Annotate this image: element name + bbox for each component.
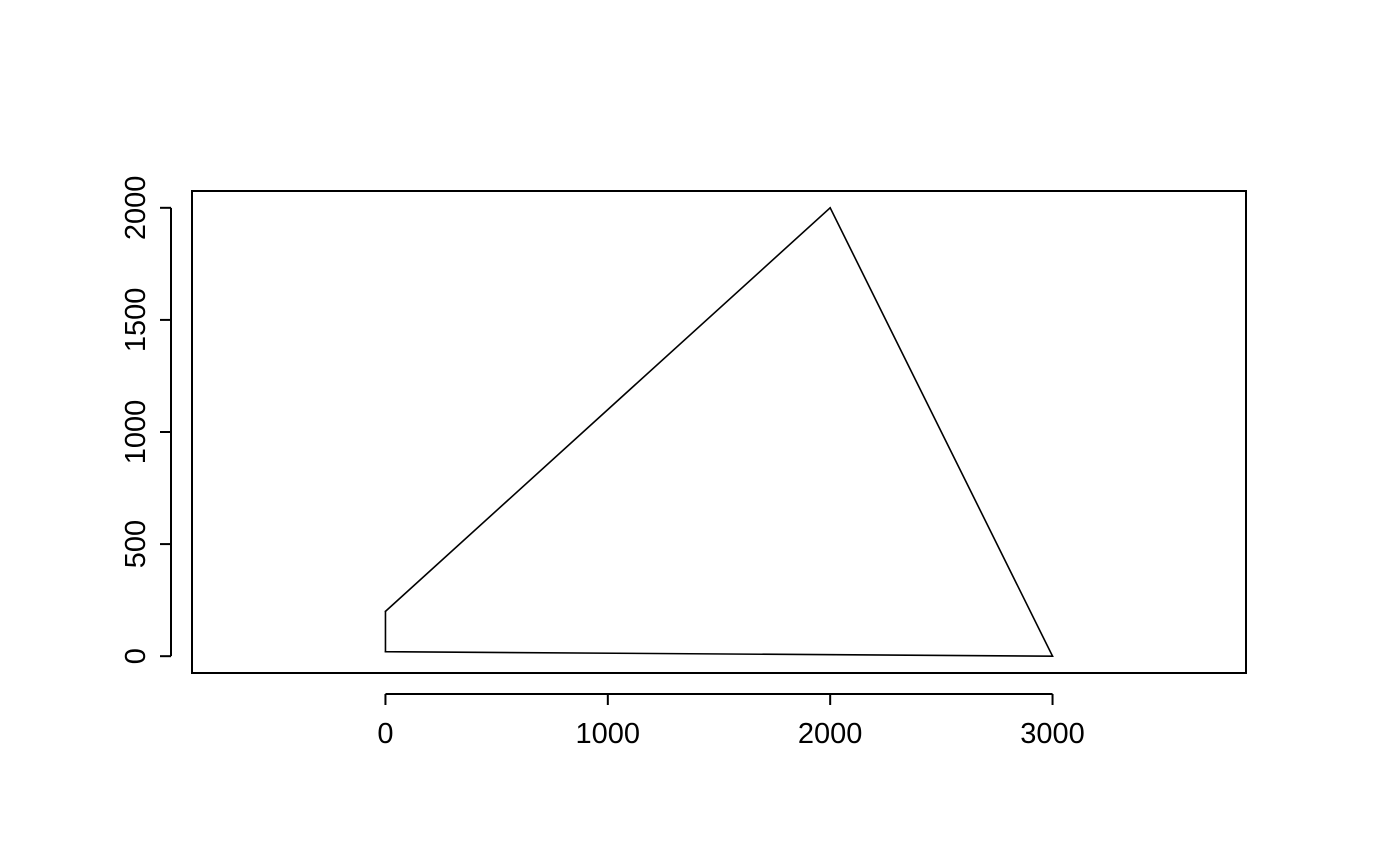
y-tick-label: 1500 — [120, 288, 152, 353]
x-axis: 0 1000 2000 3000 — [377, 693, 1085, 750]
plot-series — [384, 206, 1054, 657]
y-tick-label: 1000 — [120, 400, 152, 465]
y-tick-label: 2000 — [120, 176, 152, 241]
data-point — [384, 610, 387, 613]
data-point — [1051, 655, 1054, 657]
y-tick-label: 0 — [120, 648, 152, 664]
data-point — [829, 207, 831, 209]
y-tick-label: 500 — [120, 520, 152, 568]
y-axis: 0 500 1000 1500 2000 — [120, 176, 172, 664]
x-tick-label: 1000 — [576, 718, 641, 750]
data-point — [384, 650, 387, 653]
x-tick-label: 2000 — [798, 718, 863, 750]
x-tick-label: 0 — [377, 718, 393, 750]
plot-frame — [191, 190, 1247, 674]
x-tick-label: 3000 — [1020, 718, 1085, 750]
